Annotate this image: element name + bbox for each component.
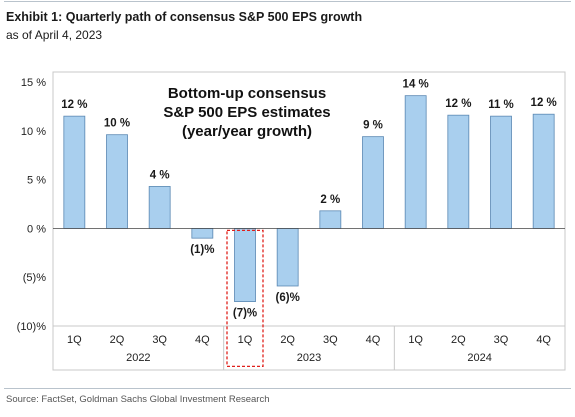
data-label: 12 % [445, 98, 471, 110]
year-group-label: 2022 [126, 352, 150, 364]
data-label: (1)% [190, 244, 214, 256]
y-tick-label: (5)% [23, 272, 46, 284]
bar [490, 115, 512, 229]
x-tick-label: 2Q [110, 334, 125, 346]
x-tick-label: 3Q [152, 334, 167, 346]
x-tick-label: 3Q [494, 334, 509, 346]
chart-annotation: Bottom-up consensus [168, 85, 326, 102]
x-tick-label: 2Q [280, 334, 295, 346]
y-tick-label: 15 % [21, 77, 46, 89]
plot-frame [52, 71, 566, 371]
bottom-rule [4, 388, 571, 389]
y-tick-label: (10)% [17, 321, 47, 333]
data-label: 2 % [320, 194, 340, 206]
bar [319, 210, 342, 229]
year-group-label: 2024 [467, 352, 491, 364]
data-label: 12 % [531, 97, 557, 109]
y-tick-label: 5 % [27, 175, 46, 187]
chart-title: Exhibit 1: Quarterly path of consensus S… [6, 10, 363, 24]
x-tick-label: 1Q [67, 334, 82, 346]
bar [532, 113, 555, 229]
data-label: (7)% [233, 308, 257, 320]
x-tick-label: 2Q [451, 334, 466, 346]
x-tick-label: 4Q [536, 334, 551, 346]
y-tick-label: 0 % [27, 223, 46, 235]
data-label: 12 % [61, 99, 87, 111]
x-tick-label: 4Q [366, 334, 381, 346]
x-tick-label: 1Q [238, 334, 253, 346]
data-label: 10 % [104, 118, 130, 130]
y-tick-label: 10 % [21, 126, 46, 138]
year-group-label: 2023 [297, 352, 321, 364]
data-label: 11 % [488, 99, 514, 111]
bar [191, 227, 214, 239]
bar [404, 95, 427, 229]
x-tick-label: 4Q [195, 334, 210, 346]
bar [106, 134, 128, 229]
chart-annotation: (year/year growth) [182, 123, 312, 140]
bar [447, 114, 470, 229]
data-label: (6)% [276, 292, 300, 304]
x-tick-label: 3Q [323, 334, 338, 346]
bar [362, 136, 384, 229]
data-label: 14 % [403, 79, 429, 91]
bar [148, 186, 171, 229]
x-tick-label: 1Q [408, 334, 423, 346]
source-note: Source: FactSet, Goldman Sachs Global In… [6, 394, 270, 405]
bar [276, 227, 299, 287]
highlight-box [226, 229, 264, 368]
chart-annotation: S&P 500 EPS estimates [163, 104, 330, 121]
chart-subtitle: as of April 4, 2023 [6, 28, 103, 42]
data-label: 9 % [363, 120, 383, 132]
bar [234, 227, 256, 302]
top-rule [4, 1, 571, 2]
bar [63, 115, 86, 229]
data-label: 4 % [150, 169, 170, 181]
